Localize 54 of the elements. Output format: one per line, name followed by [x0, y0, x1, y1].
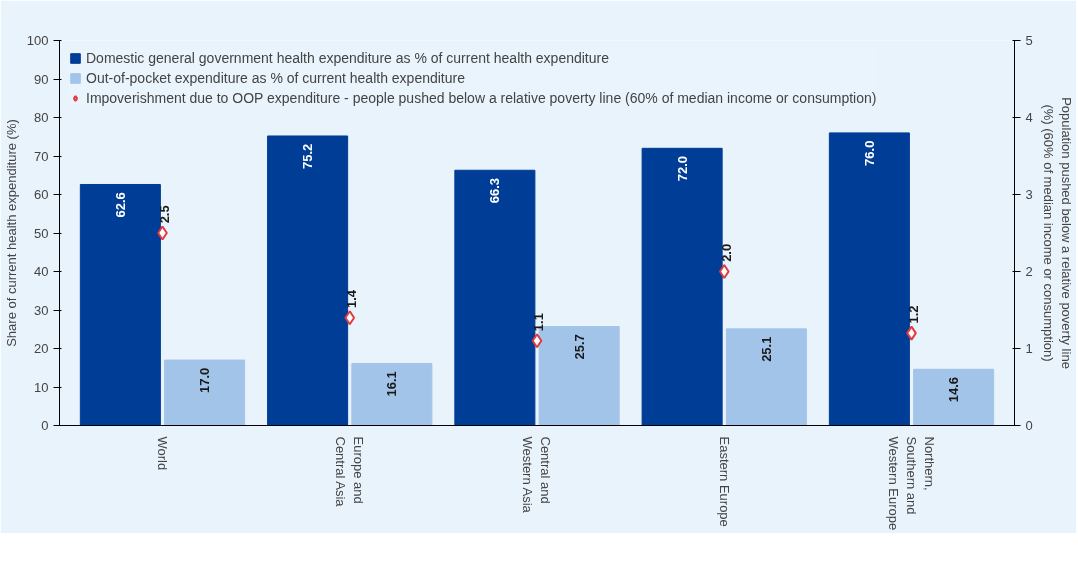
data-label: 2.5 [156, 205, 172, 224]
y2-axis-title: Population pushed below a relative poverty line (%) (60% of median income or consumption) [1040, 97, 1074, 369]
y-tick-label: 100 [26, 33, 49, 48]
bar [913, 368, 995, 426]
y-axis-title: Share of current health expenditure (%) [3, 119, 19, 347]
x-tick-label: Northern, Southern and Western Europe [886, 436, 938, 531]
bar [164, 359, 246, 426]
y2-tick-label: 5 [1025, 33, 1033, 48]
y2-tick-label: 4 [1025, 110, 1033, 125]
bar [828, 132, 910, 426]
data-label: 72.0 [674, 155, 690, 182]
data-label: 14.6 [946, 376, 962, 403]
data-label: 76.0 [861, 140, 877, 166]
y2-tick-label: 2 [1025, 264, 1033, 279]
data-label: 16.1 [384, 371, 400, 397]
data-label: 75.2 [300, 143, 316, 169]
legend-label: Impoverishment due to OOP expenditure - people pushed below a relative poverty line (60% of median income or consumption) [86, 90, 877, 106]
y-tick-label: 40 [34, 264, 49, 279]
y-tick-label: 50 [34, 225, 49, 241]
legend-label: Out-of-pocket expenditure as % of current health expenditure [86, 70, 465, 86]
y-tick-label: 80 [34, 110, 49, 125]
data-label: 1.2 [905, 305, 921, 324]
y-tick-label: 60 [34, 187, 49, 202]
data-label: 25.1 [758, 336, 774, 362]
y-tick-label: 0 [41, 418, 49, 433]
data-label: 1.4 [344, 289, 360, 309]
y-tick-label: 90 [34, 71, 49, 87]
y2-tick-label: 3 [1025, 187, 1033, 202]
bar [454, 169, 536, 426]
y2-tick-label: 1 [1025, 341, 1033, 356]
y-tick-label: 20 [34, 341, 49, 356]
point [531, 333, 543, 349]
y-tick-label: 70 [34, 148, 49, 164]
bar [641, 147, 723, 426]
data-label: 66.3 [487, 177, 503, 204]
data-label: 1.1 [531, 313, 547, 332]
y-tick-label: 10 [34, 379, 49, 395]
data-label: 62.6 [112, 192, 128, 218]
x-tick-label: Europe and Central Asia [333, 436, 367, 508]
data-label: 25.7 [571, 334, 587, 360]
x-tick-label: World [154, 436, 170, 471]
y-tick-label: 30 [34, 302, 49, 318]
bar [79, 183, 161, 426]
x-tick-label: Eastern Europe [716, 436, 732, 527]
point [718, 264, 730, 279]
point [344, 310, 356, 326]
bar [267, 135, 349, 426]
y2-tick-label: 0 [1025, 418, 1033, 433]
bar [725, 328, 807, 426]
legend-label: Domestic general government health expenditure as % of current health expenditure [86, 50, 609, 66]
x-tick-label: Central and Western Asia [520, 436, 554, 514]
data-label: 2.0 [718, 243, 734, 262]
bar [351, 363, 433, 426]
data-label: 17.0 [197, 367, 213, 394]
